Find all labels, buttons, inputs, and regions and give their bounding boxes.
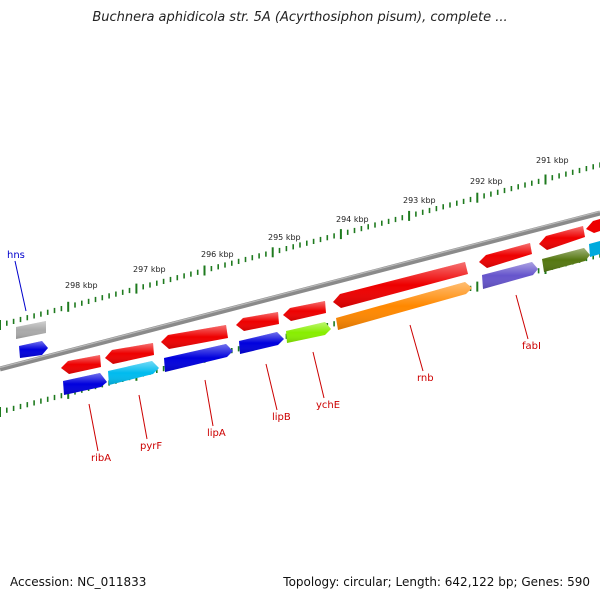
genome-backbone [0, 210, 600, 372]
gene-leader-lines [14, 260, 529, 452]
forward-genes [16, 219, 600, 374]
kbp-label-298: 298 kbp [65, 281, 98, 290]
gene-feature[interactable] [479, 243, 532, 268]
gene-label-lipA[interactable]: lipA [207, 428, 226, 439]
gene-feature[interactable] [286, 322, 331, 343]
gene-feature[interactable] [336, 282, 472, 330]
kbp-label-293: 293 kbp [403, 196, 436, 205]
gene-feature[interactable] [539, 226, 585, 250]
gene-label-ribA[interactable]: ribA [91, 453, 111, 464]
gene-feature[interactable] [19, 341, 48, 358]
kbp-label-296: 296 kbp [201, 250, 234, 259]
gene-label-rnb[interactable]: rnb [417, 373, 434, 384]
accession-label: Accession: NC_011833 [10, 575, 147, 589]
gene-label-lipB[interactable]: lipB [272, 412, 291, 423]
gene-feature[interactable] [61, 355, 101, 374]
gene-label-fabI[interactable]: fabI [522, 341, 541, 352]
gene-feature[interactable] [108, 361, 159, 385]
kbp-label-292: 292 kbp [470, 177, 503, 186]
reverse-genes [19, 241, 600, 395]
page-title: Buchnera aphidicola str. 5A (Acyrthosiph… [92, 10, 508, 25]
gene-feature[interactable] [482, 262, 538, 289]
gene-feature[interactable] [161, 325, 228, 349]
gene-feature[interactable] [589, 241, 600, 257]
gene-label-ychE[interactable]: ychE [316, 400, 340, 411]
genome-summary: Topology: circular; Length: 642,122 bp; … [283, 575, 590, 589]
gene-feature[interactable] [239, 332, 284, 354]
gene-feature[interactable] [283, 301, 326, 321]
outer-tick-track [0, 162, 600, 330]
gene-feature[interactable] [164, 344, 233, 372]
kbp-label-295: 295 kbp [268, 233, 301, 242]
kbp-label-291: 291 kbp [536, 156, 569, 165]
gene-feature[interactable] [542, 248, 590, 272]
kbp-label-297: 297 kbp [133, 265, 166, 274]
kbp-labels: 291 kbp 292 kbp 293 kbp 294 kbp 295 kbp … [65, 156, 569, 290]
gene-feature[interactable] [16, 321, 46, 339]
gene-feature[interactable] [105, 343, 154, 364]
gene-feature[interactable] [63, 373, 107, 395]
gene-feature[interactable] [586, 219, 600, 233]
kbp-label-294: 294 kbp [336, 215, 369, 224]
gene-feature[interactable] [236, 312, 279, 331]
gene-labels: hns ribA pyrF lipA lipB ychE rnb fabI [7, 250, 541, 464]
gene-label-hns[interactable]: hns [7, 250, 25, 261]
gene-feature[interactable] [333, 262, 468, 308]
gene-label-pyrF[interactable]: pyrF [140, 441, 162, 452]
